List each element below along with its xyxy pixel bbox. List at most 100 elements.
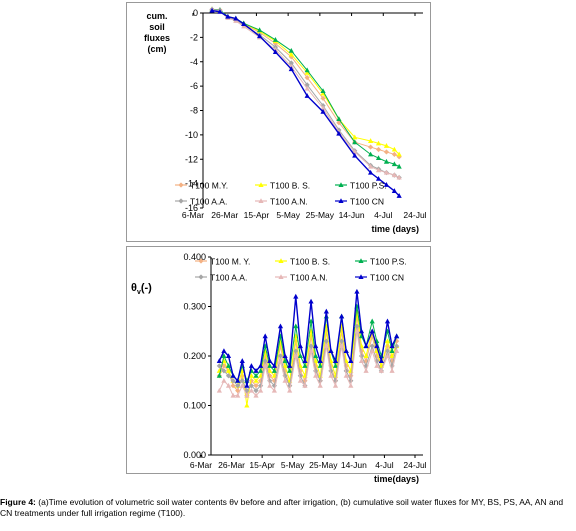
chart-a-point-bs	[288, 51, 294, 57]
chart-b-legend-swatch-marker	[198, 258, 204, 264]
chart-a-point-cn	[288, 66, 294, 72]
chart-b-point-ps	[293, 323, 299, 329]
chart-b-point-cn	[332, 358, 339, 363]
chart-a-point-ps	[396, 163, 402, 169]
chart-b-legend-label-ps: T100 P.S.	[370, 257, 407, 267]
chart-a-point-ps	[368, 151, 374, 157]
chart-b-point-an	[378, 368, 384, 373]
chart-a-x-tick-label: 4-Jul	[374, 210, 393, 220]
chart-b-point-aa	[358, 353, 365, 359]
chart-a-x-tick-label: 25-May	[306, 210, 335, 220]
chart-a-point-an	[375, 167, 382, 173]
chart-b-point-ps	[271, 368, 277, 373]
chart-b-point-cn	[374, 343, 380, 349]
chart-b-point-cn	[389, 343, 395, 349]
chart-b-legend-swatch-marker	[358, 274, 364, 279]
chart-b-y-tick-label: 0.200	[183, 351, 206, 361]
chart-a-point-an	[233, 18, 239, 23]
chart-a-y-tick-label: -2	[190, 32, 198, 42]
chart-b-point-cn	[363, 343, 369, 349]
chart-a-point-my	[391, 151, 397, 157]
chart-a-point-cn	[225, 13, 231, 19]
chart-a-x-tick-label: 6-Mar	[182, 210, 204, 220]
chart-a-y-axis-title-line: fluxes	[144, 33, 170, 43]
chart-b-point-cn	[287, 363, 293, 368]
chart-a-point-an	[368, 163, 374, 169]
chart-b-point-an	[348, 382, 354, 388]
chart-b-point-my	[394, 338, 400, 344]
chart-b-y-axis-title-suffix: (-)	[141, 282, 152, 294]
chart-b-point-ps	[308, 318, 314, 324]
chart-b-point-ps	[389, 348, 395, 354]
chart-b-x-tick-label: 6-Mar	[190, 460, 212, 470]
chart-b-point-an	[258, 387, 264, 393]
chart-b-point-an	[271, 387, 277, 393]
chart-b-point-an	[235, 392, 241, 398]
chart-b-point-an	[394, 348, 400, 354]
chart-b-y-tick-label: 0.300	[183, 302, 206, 312]
chart-a-point-ps	[383, 158, 390, 164]
chart-b-legend-swatch-marker	[278, 258, 284, 263]
chart-b-series-an	[216, 328, 400, 398]
chart-b-point-cn	[384, 318, 391, 324]
chart-a-point-ps	[391, 161, 397, 167]
chart-a-point-ps	[352, 139, 358, 145]
chart-a-point-bs	[352, 134, 358, 140]
chart-b-point-cn	[282, 353, 288, 358]
chart-b-x-tick-label: 4-Jul	[375, 460, 394, 470]
chart-a-legend: T100 M.Y. T100 B. S. T100 P.S. T100 A.A. T10…	[175, 181, 387, 207]
chart-b-point-an	[297, 377, 303, 383]
chart-b-point-bs	[389, 353, 395, 358]
chart-a-point-cn	[336, 130, 342, 136]
chart-b-x-tick-label: 24-Jul	[403, 460, 426, 470]
chart-b-point-cn	[239, 358, 245, 363]
chart-a-x-tick-label: 15-Apr	[244, 210, 270, 220]
chart-b-point-cn	[348, 358, 354, 363]
chart-b-point-an	[293, 353, 299, 358]
chart-a-point-bs	[304, 69, 310, 75]
chart-a-point-cn	[241, 21, 247, 26]
caption-label: Figure 4:	[0, 497, 36, 507]
chart-b-point-cn	[230, 373, 236, 378]
chart-b-x-tick-label: 25-May	[309, 460, 338, 470]
chart-a-y-tick-label: -10	[185, 130, 198, 140]
chart-b-point-an	[374, 363, 380, 368]
chart-b-point-ps	[225, 363, 232, 368]
chart-a-point-my	[368, 144, 374, 150]
chart-b-point-cn	[394, 333, 400, 339]
caption-text: (a)Time evolution of volumetric soil wat…	[0, 497, 564, 518]
chart-b-point-my	[258, 378, 264, 384]
chart-b-point-my	[262, 353, 268, 359]
chart-a-point-an	[241, 23, 247, 29]
chart-b-point-cn	[308, 298, 314, 304]
chart-b-legend: T100 M. Y. T100 B. S. T100 P.S. T100 A.A. T1…	[195, 257, 407, 283]
chart-b-legend-swatch-marker	[358, 258, 364, 263]
chart-b-point-an	[248, 387, 255, 393]
chart-a-point-ps	[257, 27, 263, 33]
chart-b-point-an	[253, 392, 259, 398]
chart-a-series-ps	[209, 6, 402, 169]
chart-a-y-tick-label: -12	[185, 154, 198, 164]
chart-a-point-cn	[352, 152, 358, 158]
chart-b-point-bs	[248, 373, 255, 378]
chart-a-y-tick-label: -8	[190, 106, 198, 116]
chart-b-x-axis-title: time(days)	[374, 474, 419, 484]
chart-b-point-cn	[235, 377, 241, 383]
chart-b-x-tick-label: 15-Apr	[249, 460, 275, 470]
chart-a-axes: 0 -2 -4 -6 -8 -10 -12 -14 -166-Mar 26-Mar 15-Apr 5-…	[144, 8, 427, 234]
chart-b-y-axis-title: θv(-)	[131, 282, 152, 296]
chart-b-legend-label-aa: T100 A.A.	[210, 273, 247, 283]
chart-b-point-ps	[332, 363, 339, 368]
chart-a-point-bs	[391, 146, 397, 152]
chart-a-x-axis-title: time (days)	[371, 224, 419, 234]
chart-b-point-cn	[343, 348, 349, 354]
chart-a-x-tick-label: 26-Mar	[211, 210, 238, 220]
chart-b-point-my	[339, 328, 345, 334]
chart-b-point-cn	[297, 343, 303, 349]
chart-a-point-cn	[368, 169, 374, 175]
chart-a-point-cn	[233, 15, 239, 21]
chart-a-y-tick-label: 0	[193, 8, 198, 18]
chart-b-y-axis-title-main: θ	[131, 282, 137, 294]
chart-b-point-an	[277, 358, 284, 363]
chart-b-point-ps	[282, 358, 288, 363]
